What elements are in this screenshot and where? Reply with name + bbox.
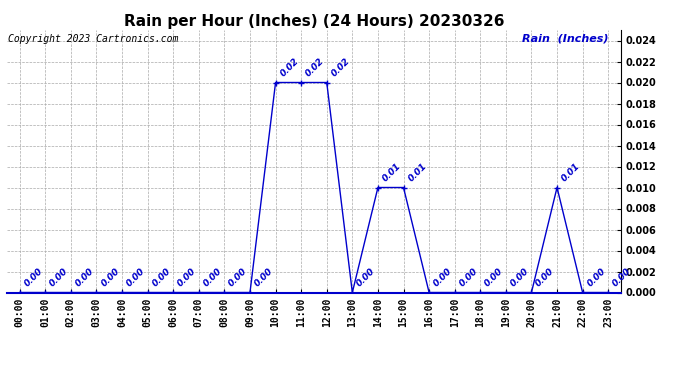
Text: Copyright 2023 Cartronics.com: Copyright 2023 Cartronics.com xyxy=(8,34,179,44)
Text: Rain  (Inches): Rain (Inches) xyxy=(522,34,609,44)
Text: 0.00: 0.00 xyxy=(23,266,44,288)
Text: 0.00: 0.00 xyxy=(150,266,172,288)
Text: 0.01: 0.01 xyxy=(406,161,428,183)
Text: 0.00: 0.00 xyxy=(432,266,454,288)
Text: 0.01: 0.01 xyxy=(381,161,403,183)
Text: 0.02: 0.02 xyxy=(278,56,300,78)
Text: 0.00: 0.00 xyxy=(585,266,607,288)
Text: 0.01: 0.01 xyxy=(560,161,582,183)
Text: 0.00: 0.00 xyxy=(509,266,531,288)
Text: 0.00: 0.00 xyxy=(99,266,121,288)
Text: 0.02: 0.02 xyxy=(304,56,326,78)
Text: 0.00: 0.00 xyxy=(48,266,70,288)
Text: 0.00: 0.00 xyxy=(201,266,224,288)
Text: 0.00: 0.00 xyxy=(125,266,147,288)
Text: 0.00: 0.00 xyxy=(176,266,198,288)
Title: Rain per Hour (Inches) (24 Hours) 20230326: Rain per Hour (Inches) (24 Hours) 202303… xyxy=(124,14,504,29)
Text: 0.00: 0.00 xyxy=(534,266,556,288)
Text: 0.00: 0.00 xyxy=(355,266,377,288)
Text: 0.02: 0.02 xyxy=(330,56,351,78)
Text: 0.00: 0.00 xyxy=(74,266,96,288)
Text: 0.00: 0.00 xyxy=(457,266,480,288)
Text: 0.00: 0.00 xyxy=(611,266,633,288)
Text: 0.00: 0.00 xyxy=(253,266,275,288)
Text: 0.00: 0.00 xyxy=(227,266,249,288)
Text: 0.00: 0.00 xyxy=(483,266,505,288)
